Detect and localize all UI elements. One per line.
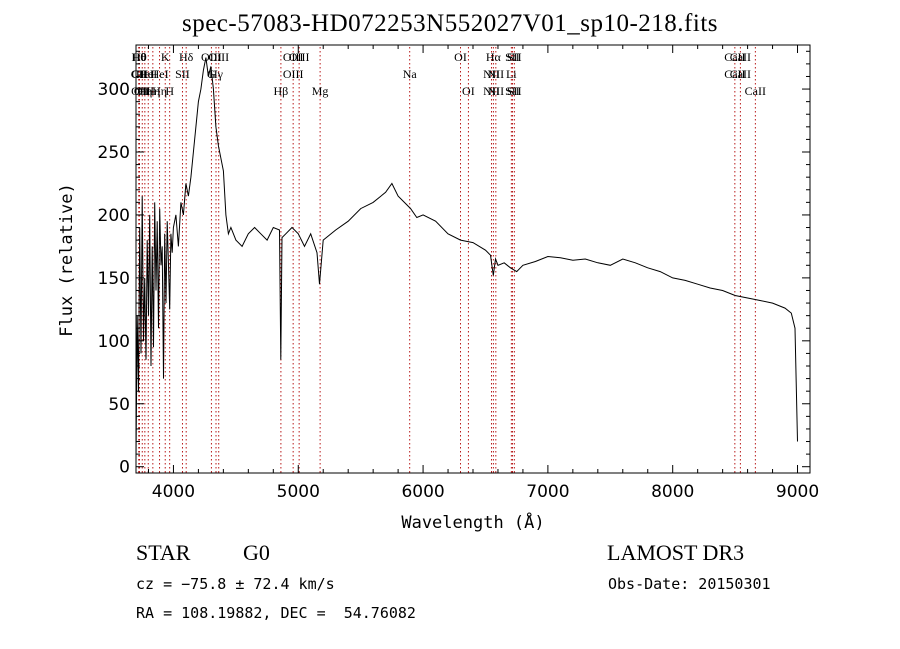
spectral-line-label: NII	[483, 67, 500, 81]
observation-date: Obs-Date: 20150301	[608, 575, 771, 593]
spectral-line-label: H	[165, 84, 174, 98]
spectral-line-label: Li	[506, 67, 517, 81]
plot-frame	[135, 44, 811, 474]
spectral-line-label: CaII	[730, 67, 751, 81]
spectral-line-label: Hθ	[132, 50, 147, 64]
spectral-line-label: Mg	[312, 84, 329, 98]
x-tick-label: 4000	[152, 482, 195, 502]
spectral-line-label: CaII	[730, 50, 751, 64]
object-subclass: G0	[243, 540, 270, 565]
spectral-line-label: OI	[454, 50, 467, 64]
spectral-line-label: NII	[483, 84, 500, 98]
spectral-line-label: NII	[488, 67, 505, 81]
spectral-line-label: Na	[403, 67, 418, 81]
spectral-line-label: OII	[131, 84, 148, 98]
spectral-line-label: Hθ	[132, 50, 147, 64]
spectral-line-label: NII	[488, 84, 505, 98]
survey-name: LAMOST DR3	[607, 540, 745, 565]
flux-line	[135, 57, 798, 461]
spectral-line-label: Hβ	[274, 84, 289, 98]
axis-ticks: 4000 5000 6000 7000 8000 9000 0 50 100 150 200 250 3…	[98, 45, 819, 502]
chart-title: spec-57083-HD072253N552027V01_sp10-218.f…	[181, 10, 719, 37]
spectral-line-label: HeI	[151, 67, 169, 81]
spectral-line-label: Hη	[137, 84, 152, 98]
spectral-line-label: OII	[134, 84, 151, 98]
spectral-line-label: SII	[505, 50, 520, 64]
spectral-line-label: SII	[507, 84, 522, 98]
spectral-line-label: CII	[131, 67, 147, 81]
spectral-line-label: K	[161, 50, 170, 64]
spectral-line-label: OIII	[289, 50, 310, 64]
x-tick-label: 8000	[651, 482, 694, 502]
spectral-line-label: OIII	[208, 50, 229, 64]
spectral-line-label: Hγ	[209, 67, 224, 81]
spectral-line-label: HeI	[139, 67, 157, 81]
y-tick-label: 150	[98, 269, 130, 289]
x-tick-label: 7000	[526, 482, 569, 502]
spectral-line-label: Hα	[486, 50, 502, 64]
spectral-line-label: CII	[131, 67, 147, 81]
spectral-line-label: Hδ	[179, 50, 194, 64]
spectral-line-label: Hη	[145, 84, 160, 98]
redshift-velocity: cz = −75.8 ± 72.4 km/s	[136, 575, 335, 593]
spectral-line-label: OI	[462, 84, 475, 98]
x-tick-label: 9000	[776, 482, 819, 502]
spectral-line-label: OIII	[283, 67, 304, 81]
spectral-line-label: CaII	[724, 50, 745, 64]
y-tick-label: 0	[119, 458, 130, 478]
object-class: STAR	[136, 540, 191, 565]
spectral-line-markers	[138, 47, 756, 473]
y-tick-label: 100	[98, 332, 130, 352]
spectral-line-label: SII	[507, 50, 522, 64]
spectral-line-label: CaII	[745, 84, 766, 98]
y-tick-label: 250	[98, 143, 130, 163]
spectral-line-label: SII	[505, 84, 520, 98]
coordinates: RA = 108.19882, DEC = 54.76082	[136, 604, 416, 622]
y-tick-label: 200	[98, 206, 130, 226]
x-tick-label: 6000	[401, 482, 444, 502]
y-axis-label: Flux (relative)	[57, 183, 77, 337]
y-tick-label: 50	[108, 395, 130, 415]
x-axis-label: Wavelength (Å)	[401, 511, 544, 533]
y-tick-label: 300	[98, 80, 130, 100]
spectral-line-label: SII	[175, 67, 190, 81]
spectral-line-label: OIII	[283, 50, 304, 64]
spectral-line-label: HeI	[136, 67, 154, 81]
spectral-line-label: CaII	[724, 67, 745, 81]
spectral-line-label: Hη	[152, 84, 167, 98]
x-tick-label: 5000	[277, 482, 320, 502]
